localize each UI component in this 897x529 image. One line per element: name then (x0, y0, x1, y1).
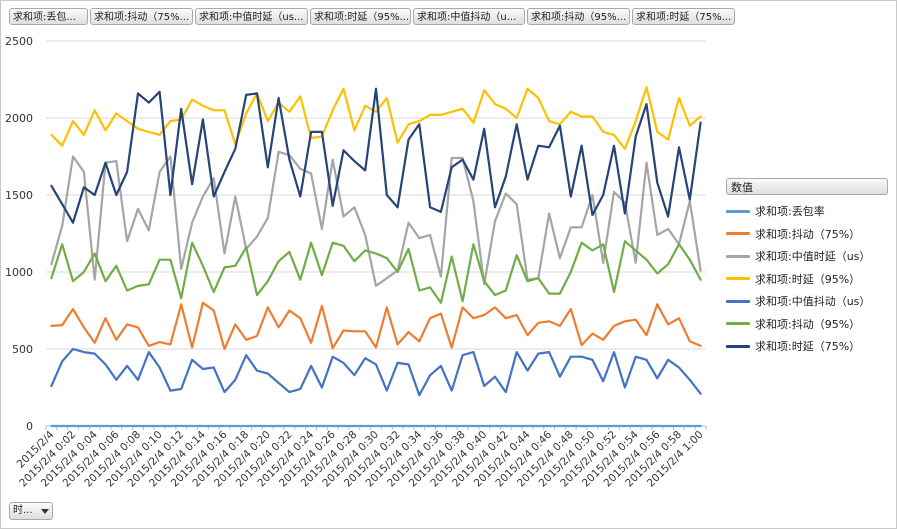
legend-label: 求和项:中值时延（us） (755, 250, 871, 264)
series-line-2 (50, 150, 702, 287)
legend-label: 求和项:抖动（75%） (755, 227, 861, 241)
legend-swatch (726, 254, 750, 258)
y-tick-label: 1500 (5, 189, 33, 202)
series-lines (50, 86, 702, 428)
legend-swatch (726, 277, 750, 281)
field-button-jitter-75[interactable]: 求和项:抖动（75%... (90, 8, 193, 25)
y-axis-ticks: 0 500 1000 1500 2000 2500 (5, 35, 33, 433)
series-line-6 (50, 87, 702, 224)
y-tick-label: 500 (12, 343, 33, 356)
series-line-5 (50, 240, 702, 304)
gridlines (46, 40, 706, 350)
legend-swatch (726, 232, 750, 236)
legend-item: 求和项:时延（75%） (726, 335, 888, 358)
legend-item: 求和项:抖动（75%） (726, 223, 888, 246)
legend-label: 求和项:中值抖动（us） (755, 295, 871, 309)
field-button-jitter-95[interactable]: 求和项:抖动（95%... (527, 8, 630, 25)
value-field-bar: 求和项:丢包... 求和项:抖动（75%... 求和项:中值时延（us... 求… (9, 8, 735, 27)
legend-label: 求和项:抖动（95%） (755, 317, 861, 331)
field-button-delay-75[interactable]: 求和项:时延（75%... (632, 8, 735, 25)
y-tick-label: 2500 (5, 35, 33, 48)
axis-field-label: 时... (13, 505, 33, 516)
legend-item: 求和项:中值时延（us） (726, 245, 888, 268)
series-line-4 (50, 347, 702, 397)
legend-item: 求和项:抖动（95%） (726, 313, 888, 336)
legend-label: 求和项:时延（95%） (755, 272, 861, 286)
legend-label: 求和项:丢包率 (755, 205, 825, 219)
axis-field-button[interactable]: 时... (9, 502, 53, 520)
field-button-median-delay[interactable]: 求和项:中值时延（us... (195, 8, 308, 25)
legend-swatch (726, 322, 750, 326)
field-button-median-jitter[interactable]: 求和项:中值抖动（u... (413, 8, 525, 25)
field-button-packet-loss[interactable]: 求和项:丢包... (9, 8, 88, 25)
legend-item: 求和项:丢包率 (726, 200, 888, 223)
legend-label: 求和项:时延（75%） (755, 340, 861, 354)
legend-title-button[interactable]: 数值 (726, 178, 888, 195)
y-tick-label: 0 (26, 420, 33, 433)
legend-item: 求和项:时延（95%） (726, 268, 888, 291)
legend-swatch (726, 209, 750, 213)
legend-items: 求和项:丢包率求和项:抖动（75%） 求和项:中值时延（us） 求和项:时延（95%… (726, 200, 888, 358)
y-tick-label: 2000 (5, 112, 33, 125)
legend-swatch (726, 299, 750, 303)
y-tick-label: 1000 (5, 266, 33, 279)
legend-item: 求和项:中值抖动（us） (726, 290, 888, 313)
series-line-1 (50, 301, 702, 351)
series-line-3 (50, 86, 702, 150)
field-button-delay-95[interactable]: 求和项:时延（95%... (310, 8, 411, 25)
legend: 数值 求和项:丢包率求和项:抖动（75%） 求和项:中值时延（us） 求和项:时延（… (726, 178, 888, 358)
dropdown-arrow-icon[interactable] (41, 509, 49, 514)
legend-swatch (726, 344, 750, 348)
